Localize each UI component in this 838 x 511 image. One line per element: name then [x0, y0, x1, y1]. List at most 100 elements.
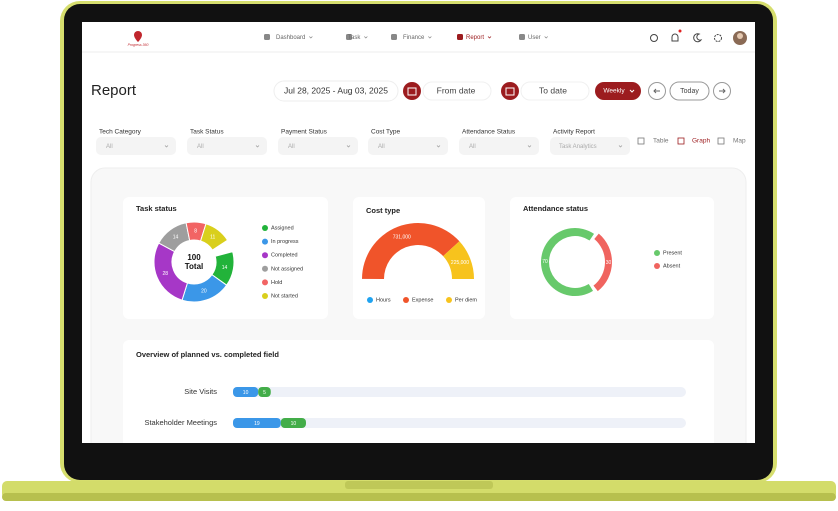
nav-icon: [264, 34, 270, 40]
filter-caret: [527, 145, 532, 148]
donut-total: 100: [187, 253, 201, 262]
segment-label: 11: [210, 235, 215, 241]
filter-label: Tech Category: [99, 129, 142, 136]
category-label: Site Visits: [184, 387, 217, 396]
legend-label: In progress: [271, 239, 299, 245]
today-text: Today: [680, 88, 699, 95]
legend-dot: [654, 263, 660, 269]
filter-value: All: [106, 144, 113, 150]
period-text: Weekly: [603, 88, 625, 95]
legend-label: Hours: [376, 297, 391, 303]
ring-segment: [541, 228, 595, 297]
calendar-icon[interactable]: [403, 82, 421, 100]
bell-icon[interactable]: [671, 33, 679, 42]
bar-label: 19: [254, 421, 260, 427]
legend-dot: [367, 297, 373, 303]
nav-caret: [428, 36, 432, 39]
category-label: Stakeholder Meetings: [144, 418, 217, 427]
bar-segment: [233, 418, 281, 428]
filter-caret: [346, 145, 351, 148]
filter-value: All: [197, 144, 204, 150]
legend-dot: [262, 293, 268, 299]
legend-label: Per diem: [455, 297, 477, 303]
navbar: [82, 22, 755, 52]
filter-label: Cost Type: [371, 129, 401, 136]
chart-title: Cost type: [366, 206, 400, 215]
nav-caret: [544, 36, 548, 39]
legend-dot: [446, 297, 452, 303]
to-date[interactable]: [520, 81, 590, 101]
card: [510, 197, 714, 319]
legend-label: Absent: [663, 263, 681, 269]
filter-select[interactable]: [459, 137, 539, 155]
segment-label: 30: [606, 260, 612, 266]
legend-dot: [262, 225, 268, 231]
legend-dot: [654, 250, 660, 256]
filter-caret: [164, 145, 169, 148]
page-title: Report: [91, 82, 137, 99]
donut-total-label: Total: [185, 262, 204, 271]
view-toggle[interactable]: Graph: [692, 138, 710, 145]
laptop-base-edge: [2, 493, 836, 501]
nav-item[interactable]: Finance: [403, 35, 425, 41]
search-icon[interactable]: [650, 34, 658, 42]
date-range[interactable]: [273, 80, 399, 102]
bar-segment: [233, 387, 259, 397]
nav-item[interactable]: Dashboard: [276, 35, 305, 41]
filter-select[interactable]: [187, 137, 267, 155]
filter-select[interactable]: [368, 137, 448, 155]
card: [353, 197, 485, 319]
nav-item[interactable]: User: [528, 35, 541, 41]
segment-label: 8: [194, 228, 197, 234]
calendar-icon[interactable]: [501, 82, 519, 100]
arc-segment: [362, 223, 460, 279]
view-toggle[interactable]: Table: [653, 138, 669, 145]
segment-label: 20: [201, 289, 207, 295]
period-button[interactable]: [595, 82, 641, 100]
bar-label: 10: [291, 421, 297, 427]
settings-icon[interactable]: [714, 34, 722, 42]
filter-caret: [618, 145, 623, 148]
nav-item[interactable]: Task: [348, 35, 361, 41]
bar-segment: [280, 418, 306, 428]
filter-select[interactable]: [96, 137, 176, 155]
filter-label: Attendance Status: [462, 129, 516, 136]
view-icon: [677, 137, 685, 145]
chart-title: Attendance status: [523, 204, 588, 213]
filter-label: Task Status: [190, 129, 224, 136]
nav-icon: [519, 34, 525, 40]
nav-icon: [391, 34, 397, 40]
nav-caret: [309, 36, 313, 39]
from-date[interactable]: [422, 81, 492, 101]
filter-select[interactable]: [550, 137, 630, 155]
from-date-text: From date: [437, 85, 476, 95]
bar-track: [233, 387, 686, 397]
filter-label: Activity Report: [553, 129, 595, 136]
segment-label: 28: [163, 271, 169, 277]
legend-label: Not started: [271, 293, 298, 299]
filter-value: All: [288, 144, 295, 150]
filter-select[interactable]: [278, 137, 358, 155]
legend-dot: [262, 252, 268, 259]
legend-label: Assigned: [271, 225, 294, 231]
theme-icon[interactable]: [693, 33, 703, 43]
nav-caret: [364, 36, 368, 39]
legend-dot: [262, 279, 268, 286]
legend-label: Hold: [271, 280, 282, 286]
nav-item[interactable]: Report: [466, 35, 484, 41]
filter-value: All: [469, 144, 476, 150]
filter-caret: [436, 145, 441, 148]
view-icon: [717, 137, 725, 145]
today-button[interactable]: [669, 81, 710, 101]
view-icon: [637, 137, 645, 145]
laptop-notch: [345, 481, 493, 489]
filter-caret: [255, 145, 260, 148]
segment-label: 14: [222, 265, 228, 271]
view-toggle[interactable]: Map: [733, 138, 746, 145]
segment-label: 70: [542, 259, 548, 265]
bar-label: 5: [263, 390, 266, 396]
arc-segment: [443, 241, 474, 279]
legend-dot: [403, 297, 409, 303]
filter-value: All: [378, 144, 385, 150]
